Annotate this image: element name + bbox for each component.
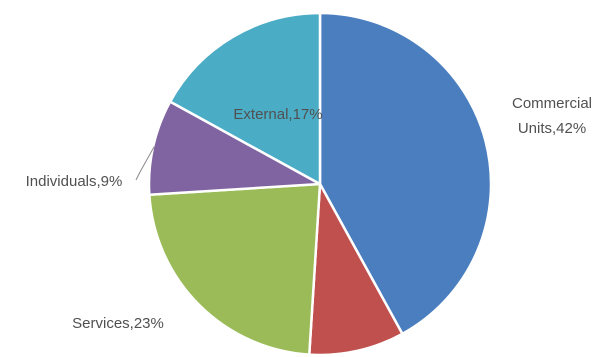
pie-slice-external <box>168 11 322 186</box>
pie-slice-unlabeled <box>308 182 404 357</box>
data-label-services: Services,23% <box>72 315 164 332</box>
data-label-individuals: Individuals,9% <box>26 173 123 190</box>
data-label-line: Individuals,9% <box>26 173 123 190</box>
pie-data-labels: Commercial Units,42% Services,23% Individua… <box>26 95 592 332</box>
pie-slices <box>147 11 493 357</box>
leader-lines <box>135 146 155 181</box>
data-label-line: Services,23% <box>72 315 164 332</box>
data-label-line: External,17% <box>233 106 322 123</box>
data-label-commercial-units: Commercial Units,42% <box>512 95 592 137</box>
data-label-line: Commercial <box>512 95 592 112</box>
data-label-external: External,17% <box>233 106 322 123</box>
pie-slice-commercial-units <box>318 11 493 336</box>
leader-line-individuals <box>135 146 155 181</box>
pie-slice-individuals <box>147 100 322 196</box>
data-label-line: Units,42% <box>518 120 586 137</box>
pie-slice-services <box>148 182 322 356</box>
